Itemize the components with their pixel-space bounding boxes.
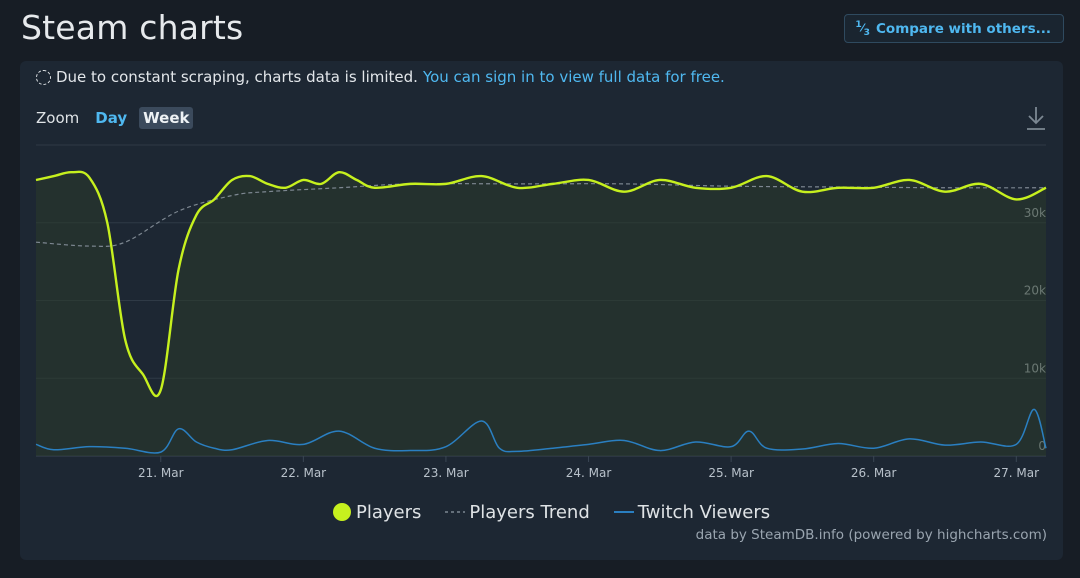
players-line xyxy=(35,170,1047,398)
compare-button[interactable]: 1⁄3 Compare with others... xyxy=(844,14,1064,43)
legend-item-twitch[interactable]: Twitch Viewers xyxy=(612,501,770,523)
x-tick-label: 27. Mar xyxy=(994,466,1040,480)
zoom-controls: Zoom Day Week xyxy=(36,107,194,129)
loading-circle-icon xyxy=(36,69,51,85)
x-tick-label: 21. Mar xyxy=(138,466,184,480)
compare-label: Compare with others... xyxy=(876,20,1051,37)
notice-text: Due to constant scraping, charts data is… xyxy=(56,68,418,86)
players-dot-icon xyxy=(333,503,351,521)
x-tick-label: 26. Mar xyxy=(851,466,897,480)
twitch-line xyxy=(35,408,1047,454)
zoom-day-button[interactable]: Day xyxy=(95,109,128,127)
legend: Players Players Trend Twitch Viewers xyxy=(332,501,792,523)
x-tick-label: 22. Mar xyxy=(281,466,327,480)
sign-in-link[interactable]: You can sign in to view full data for fr… xyxy=(422,68,725,86)
legend-label-players: Players xyxy=(356,501,422,523)
x-tick-label: 23. Mar xyxy=(423,466,469,480)
legend-label-twitch: Twitch Viewers xyxy=(637,501,771,523)
legend-label-trend: Players Trend xyxy=(469,501,590,523)
fraction-icon: 1⁄3 xyxy=(855,18,871,38)
notice: Due to constant scraping, charts data is… xyxy=(36,68,725,86)
legend-item-trend[interactable]: Players Trend xyxy=(443,501,590,523)
x-tick-label: 24. Mar xyxy=(566,466,612,480)
players-area xyxy=(36,171,1046,456)
zoom-week-button[interactable]: Week xyxy=(139,107,194,129)
credit-text: data by SteamDB.info (powered by highcha… xyxy=(695,527,1047,543)
zoom-label: Zoom xyxy=(36,109,80,127)
download-icon[interactable] xyxy=(1025,105,1047,131)
x-tick-label: 25. Mar xyxy=(708,466,754,480)
page-title: Steam charts xyxy=(21,8,244,47)
dashed-line-icon xyxy=(445,511,466,513)
chart-panel: Due to constant scraping, charts data is… xyxy=(20,61,1063,560)
line-icon xyxy=(613,511,634,513)
legend-item-players[interactable]: Players xyxy=(332,501,421,523)
